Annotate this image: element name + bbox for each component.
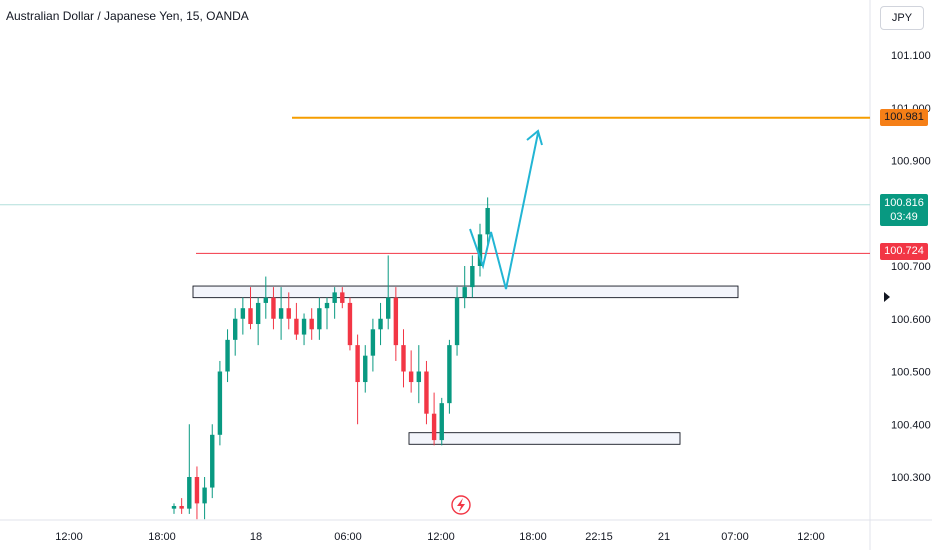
plot-background [0,0,870,550]
lightning-icon[interactable] [451,495,471,515]
x-tick-label: 22:15 [585,531,613,543]
zone-box [408,432,681,445]
candles [171,197,490,520]
x-tick-label: 18 [250,531,262,543]
y-tick-label: 100.600 [891,314,931,326]
candle-body [470,266,475,288]
x-tick-label: 07:00 [721,531,749,543]
candle-body [187,477,192,509]
candle-body [447,345,452,404]
projection-path [469,129,543,290]
y-tick-label: 101.100 [891,50,931,62]
candle-body [317,308,322,330]
candle-body [225,339,230,372]
candle-body [370,329,376,356]
candle-body [194,477,200,504]
candle-body [462,287,467,298]
x-tick-label: 12:00 [427,531,455,543]
candle-body [233,318,238,340]
candle-body [179,506,184,509]
candle-body [286,308,291,319]
candle-body [294,318,299,335]
candle-body [386,297,391,319]
bar-countdown: 03:49 [890,211,918,223]
candle-body [271,297,276,319]
candle-body [248,308,253,325]
horizontal-lines [0,116,870,254]
y-axis: 101.100101.000100.900100.700100.600100.5… [891,50,931,484]
candle-body [454,297,460,346]
candle-body [210,434,215,488]
candle-body [431,413,437,441]
candle-body [485,207,490,235]
candle-body [255,302,261,325]
candle-body [477,234,483,266]
candle-body [439,403,444,441]
candle-body [263,297,268,303]
candle-body [416,371,421,383]
candle-body [202,487,207,504]
y-tick-label: 100.900 [891,156,931,168]
candle-body [424,371,429,414]
x-tick-label: 12:00 [797,531,825,543]
candle-body [393,297,399,346]
candle-body [378,318,383,330]
candle-body [332,292,337,303]
candle-body [324,302,330,309]
candle-body [363,355,368,383]
x-tick-label: 21 [658,531,670,543]
projection-arrowhead [526,129,543,146]
x-tick-label: 06:00 [334,531,362,543]
last-price-tag: 100.816 03:49 [880,194,928,226]
candle-body [340,292,345,303]
x-axis: 12:00 18:00 18 06:00 12:00 18:00 22:15 21 07:00 1… [55,531,825,543]
candle-body [278,308,284,319]
candle-body [240,308,246,319]
triangle-right-icon[interactable] [884,292,890,302]
level-price-tag: 100.724 [880,243,928,260]
candle-body [408,371,414,383]
target-price-tag: 100.981 [880,109,928,126]
candle-body [309,318,314,330]
y-tick-label: 100.500 [891,367,931,379]
last-price-value: 100.816 [884,197,924,209]
candle-body [347,302,353,346]
x-tick-label: 18:00 [519,531,547,543]
chart-title: Australian Dollar / Japanese Yen, 15, OA… [6,9,249,23]
x-tick-label: 12:00 [55,531,83,543]
candle-body [401,345,406,372]
currency-button[interactable]: JPY [880,6,924,30]
y-tick-label: 100.400 [891,419,931,431]
candle-body [355,345,360,383]
x-tick-label: 18:00 [148,531,176,543]
projection-line [469,132,539,290]
candle-body [171,506,177,509]
y-tick-label: 100.700 [891,261,931,273]
y-tick-label: 100.300 [891,472,931,484]
candle-body [217,371,223,435]
candle-body [301,318,307,335]
